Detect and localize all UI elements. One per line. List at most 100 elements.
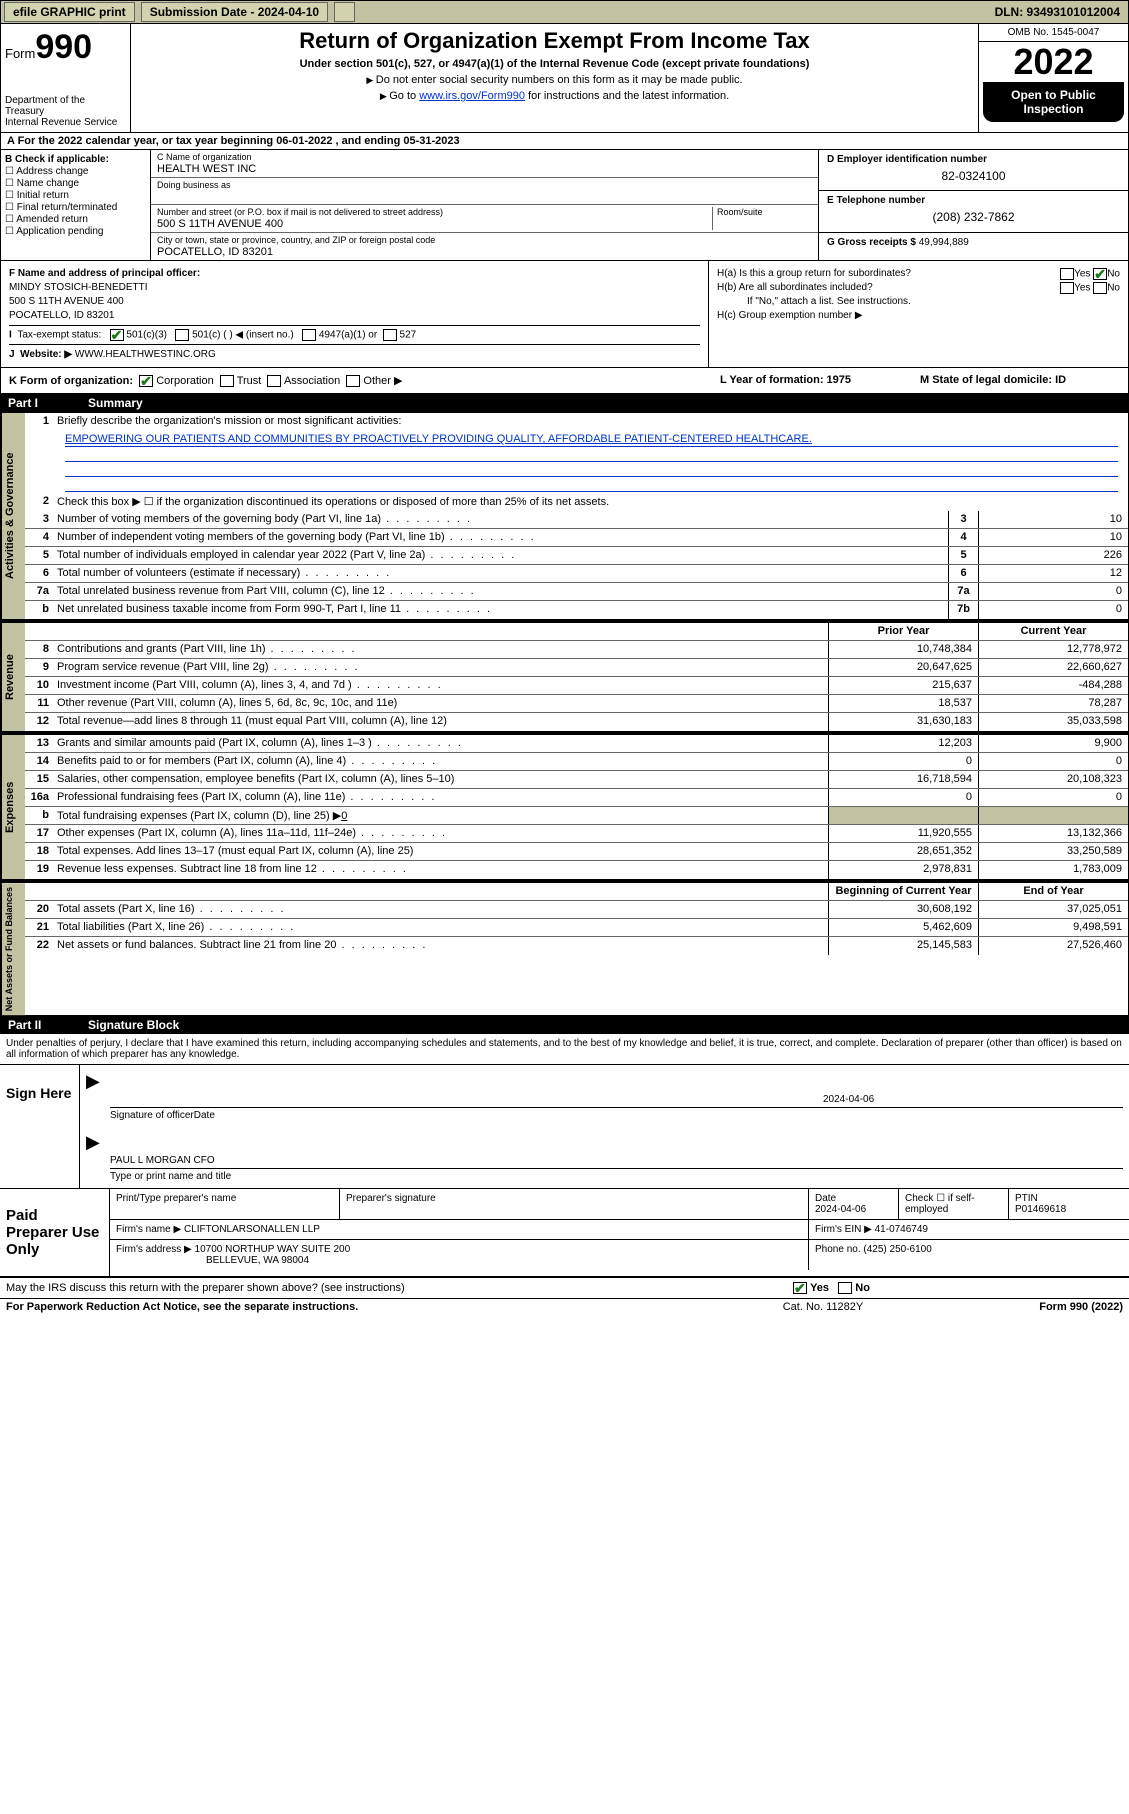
discuss-no[interactable] xyxy=(838,1282,852,1294)
prep-date-value: 2024-04-06 xyxy=(815,1204,866,1215)
exp-r16b-v: 0 xyxy=(341,810,347,822)
firm-name-value: CLIFTONLARSONALLEN LLP xyxy=(184,1224,320,1235)
ptin-value: P01469618 xyxy=(1015,1204,1066,1215)
footer-row: For Paperwork Reduction Act Notice, see … xyxy=(0,1298,1129,1315)
sig-arrow2: ▶ xyxy=(86,1132,100,1152)
net-r20: Total assets (Part X, line 16) xyxy=(53,901,828,918)
ein-label: D Employer identification number xyxy=(827,154,987,165)
officer-addr2: POCATELLO, ID 83201 xyxy=(9,310,700,326)
irs-link[interactable]: www.irs.gov/Form990 xyxy=(419,90,525,102)
hb-row: H(b) Are all subordinates included? Yes … xyxy=(717,282,1120,293)
exp-p17: 11,920,555 xyxy=(828,825,978,842)
lbl-527: 527 xyxy=(400,330,417,341)
gov-r5: Total number of individuals employed in … xyxy=(53,547,948,564)
gov-v3: 10 xyxy=(978,511,1128,528)
ha-no[interactable] xyxy=(1093,268,1107,280)
part2-header: Part II Signature Block xyxy=(0,1016,1129,1034)
exp-c19: 1,783,009 xyxy=(978,861,1128,879)
exp-p13: 12,203 xyxy=(828,735,978,752)
org-name-value: HEALTH WEST INC xyxy=(157,163,256,175)
side-revenue: Revenue xyxy=(1,623,25,731)
gov-r2: Check this box ▶ ☐ if the organization d… xyxy=(53,493,1128,511)
discuss-yes[interactable] xyxy=(793,1282,807,1294)
ck-trust[interactable] xyxy=(220,375,234,387)
ck-501c3[interactable] xyxy=(110,329,124,341)
sig-line2: PAUL L MORGAN CFO xyxy=(110,1155,1123,1169)
rev-r10: Investment income (Part VIII, column (A)… xyxy=(53,677,828,694)
gov-v4: 10 xyxy=(978,529,1128,546)
ck-name-change[interactable]: Name change xyxy=(5,178,146,189)
gov-r7a: Total unrelated business revenue from Pa… xyxy=(53,583,948,600)
ck-assoc[interactable] xyxy=(267,375,281,387)
klm-row: K Form of organization: Corporation Trus… xyxy=(0,368,1129,394)
hdr-curr: Current Year xyxy=(978,623,1128,640)
efile-print-button[interactable]: efile GRAPHIC print xyxy=(4,2,135,22)
lbl-assoc: Association xyxy=(284,375,340,387)
ck-application-pending[interactable]: Application pending xyxy=(5,226,146,237)
rev-p11: 18,537 xyxy=(828,695,978,712)
ck-other[interactable] xyxy=(346,375,360,387)
form-header: Form990 Department of the Treasury Inter… xyxy=(0,24,1129,133)
mission-block: EMPOWERING OUR PATIENTS AND COMMUNITIES … xyxy=(25,432,1128,492)
net-r22: Net assets or fund balances. Subtract li… xyxy=(53,937,828,955)
hb-no[interactable] xyxy=(1093,282,1107,294)
k-form-org: K Form of organization: Corporation Trus… xyxy=(9,374,720,387)
tax-exempt-row: I Tax-exempt status: 501(c)(3) 501(c) ( … xyxy=(9,329,700,341)
phone-cell: E Telephone number (208) 232-7862 xyxy=(819,191,1128,232)
ck-501c[interactable] xyxy=(175,329,189,341)
exp-c16b-shade xyxy=(978,807,1128,824)
exp-c14: 0 xyxy=(978,753,1128,770)
submission-date-button[interactable]: Submission Date - 2024-04-10 xyxy=(141,2,328,22)
rev-p8: 10,748,384 xyxy=(828,641,978,658)
exp-r19: Revenue less expenses. Subtract line 18 … xyxy=(53,861,828,879)
prep-self-emp: Check ☐ if self-employed xyxy=(899,1189,1009,1219)
gov-body: 1Briefly describe the organization's mis… xyxy=(25,413,1128,619)
tax-year: 2022 xyxy=(979,42,1128,82)
cat-no: Cat. No. 11282Y xyxy=(723,1301,923,1313)
blank-button[interactable] xyxy=(334,2,355,22)
goto-post: for instructions and the latest informat… xyxy=(525,90,729,102)
city-value: POCATELLO, ID 83201 xyxy=(157,246,273,258)
firm-addr2: BELLEVUE, WA 98004 xyxy=(116,1255,309,1266)
rev-p12: 31,630,183 xyxy=(828,713,978,731)
net-c20: 37,025,051 xyxy=(978,901,1128,918)
mission-blank1 xyxy=(65,448,1118,462)
firm-phone-value: (425) 250-6100 xyxy=(863,1244,931,1255)
ck-initial-return[interactable]: Initial return xyxy=(5,190,146,201)
ein-value: 82-0324100 xyxy=(827,169,1120,183)
expenses-section: Expenses 13Grants and similar amounts pa… xyxy=(0,732,1129,880)
hdr-prior: Prior Year xyxy=(828,623,978,640)
city-cell: City or town, state or province, country… xyxy=(151,233,818,260)
ck-final-return[interactable]: Final return/terminated xyxy=(5,202,146,213)
firm-phone-label: Phone no. xyxy=(815,1244,861,1255)
hb-yes[interactable] xyxy=(1060,282,1074,294)
ck-corp[interactable] xyxy=(139,375,153,387)
netassets-section: Net Assets or Fund Balances Beginning of… xyxy=(0,880,1129,1016)
firm-ein-value: 41-0746749 xyxy=(875,1224,928,1235)
revenue-section: Revenue Prior YearCurrent Year 8Contribu… xyxy=(0,620,1129,732)
website-label: Website: ▶ xyxy=(20,349,72,360)
prep-name-label: Print/Type preparer's name xyxy=(110,1189,340,1219)
ck-address-change[interactable]: Address change xyxy=(5,166,146,177)
officer-addr1: 500 S 11TH AVENUE 400 xyxy=(9,296,700,307)
ck-amended-return[interactable]: Amended return xyxy=(5,214,146,225)
exp-c15: 20,108,323 xyxy=(978,771,1128,788)
ha-yes[interactable] xyxy=(1060,268,1074,280)
form-number: Form990 xyxy=(5,28,126,67)
firm-ein-label: Firm's EIN ▶ xyxy=(815,1224,872,1235)
dept-treasury: Department of the Treasury xyxy=(5,95,126,117)
prep-date-label: Date xyxy=(815,1193,836,1204)
ck-527[interactable] xyxy=(383,329,397,341)
rev-c9: 22,660,627 xyxy=(978,659,1128,676)
col-b-checkboxes: B Check if applicable: Address change Na… xyxy=(1,150,151,260)
sig-officer-label: Signature of officer xyxy=(110,1110,194,1121)
sig-date-label: Date xyxy=(194,1110,494,1121)
irs-label: Internal Revenue Service xyxy=(5,117,126,128)
ck-4947[interactable] xyxy=(302,329,316,341)
rev-c11: 78,287 xyxy=(978,695,1128,712)
exp-c16a: 0 xyxy=(978,789,1128,806)
col-c-org: C Name of organization HEALTH WEST INC D… xyxy=(151,150,818,260)
exp-r17: Other expenses (Part IX, column (A), lin… xyxy=(53,825,828,842)
net-p21: 5,462,609 xyxy=(828,919,978,936)
gov-v7b: 0 xyxy=(978,601,1128,619)
